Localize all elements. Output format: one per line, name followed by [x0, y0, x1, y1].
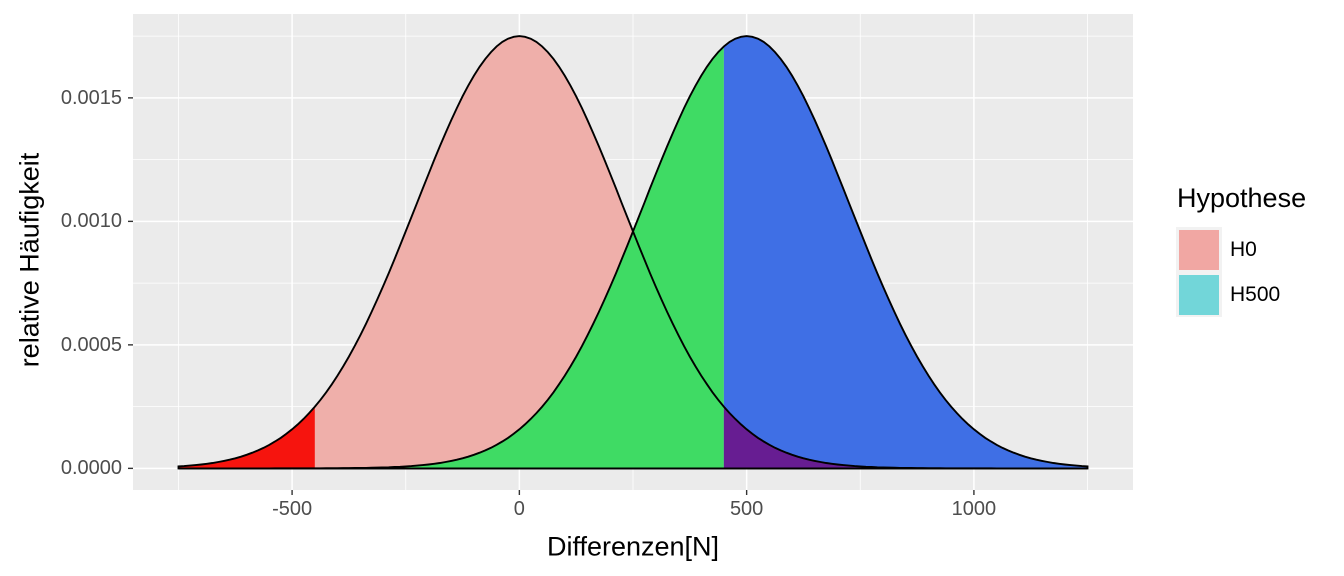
x-axis-title: Differenzen[N]: [546, 531, 720, 562]
y-tick-label: 0.0010: [60, 210, 122, 233]
legend-label-h500: H500: [1230, 283, 1281, 306]
x-tick-label: 0: [513, 498, 525, 520]
region-alpha-right-region: [723, 406, 1088, 469]
legend-label-h0: H0: [1230, 238, 1257, 261]
legend-swatch-h0: [1179, 229, 1219, 270]
curve-h500: [178, 35, 1089, 470]
y-tick-label: 0.0000: [60, 457, 122, 480]
x-tick-label: 500: [729, 498, 764, 520]
x-tick-label: -500: [272, 498, 313, 520]
legend-title: Hypothese: [1177, 183, 1307, 213]
legend-key-h0: [1176, 227, 1222, 272]
legend-key-h500: [1176, 272, 1222, 317]
y-axis-title: relative Häufigkeit: [14, 152, 45, 368]
x-tick-label: 1000: [951, 498, 997, 520]
region-beta-region: [178, 46, 724, 469]
region-power-region: [723, 36, 1088, 469]
region-alpha-left-region: [178, 406, 315, 469]
y-tick-label: 0.0015: [60, 86, 122, 109]
legend-swatch-h500: [1179, 274, 1219, 315]
y-tick-label: 0.0005: [60, 333, 122, 356]
